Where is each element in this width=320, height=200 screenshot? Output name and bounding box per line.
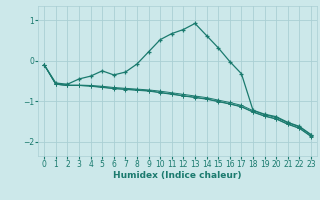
X-axis label: Humidex (Indice chaleur): Humidex (Indice chaleur) <box>113 171 242 180</box>
